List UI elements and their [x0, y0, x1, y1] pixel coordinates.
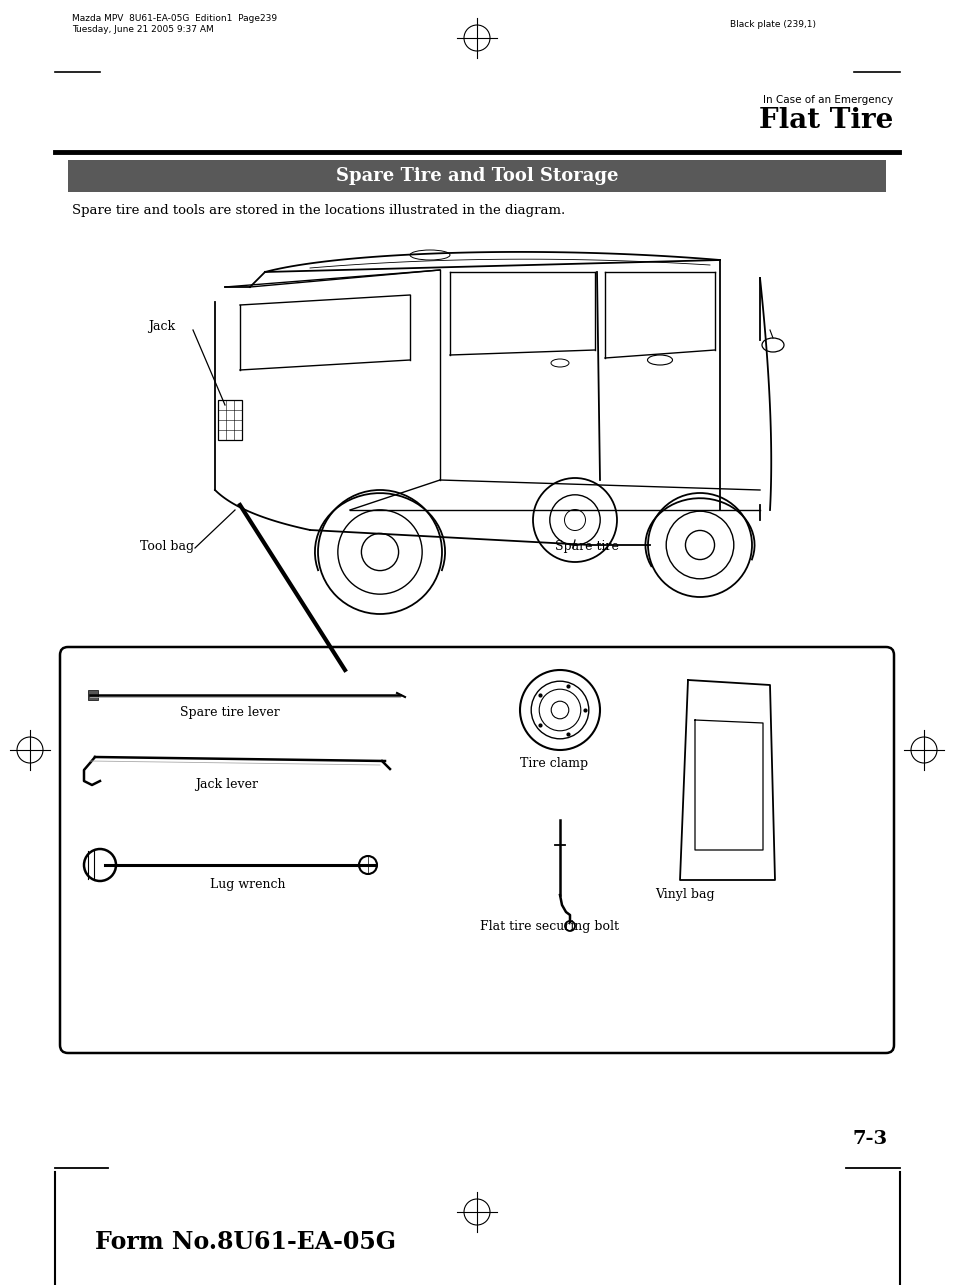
Text: Mazda MPV  8U61-EA-05G  Edition1  Page239: Mazda MPV 8U61-EA-05G Edition1 Page239: [71, 14, 276, 23]
Text: Spare tire and tools are stored in the locations illustrated in the diagram.: Spare tire and tools are stored in the l…: [71, 204, 565, 217]
Text: Black plate (239,1): Black plate (239,1): [729, 21, 815, 30]
Text: Jack: Jack: [148, 320, 175, 333]
Text: Flat tire securing bolt: Flat tire securing bolt: [479, 920, 618, 933]
FancyBboxPatch shape: [60, 648, 893, 1052]
Text: Tuesday, June 21 2005 9:37 AM: Tuesday, June 21 2005 9:37 AM: [71, 24, 213, 33]
Text: Form No.8U61-EA-05G: Form No.8U61-EA-05G: [95, 1230, 395, 1254]
Text: Tool bag: Tool bag: [140, 540, 193, 553]
Bar: [218, 400, 242, 439]
Bar: [68, 161, 885, 191]
Text: In Case of an Emergency: In Case of an Emergency: [762, 95, 892, 105]
Text: Spare tire: Spare tire: [555, 540, 618, 553]
Text: Spare Tire and Tool Storage: Spare Tire and Tool Storage: [335, 167, 618, 185]
Text: Vinyl bag: Vinyl bag: [655, 888, 714, 901]
Text: 7-3: 7-3: [852, 1130, 887, 1148]
Bar: [88, 690, 98, 700]
Text: Lug wrench: Lug wrench: [210, 878, 285, 891]
Text: Spare tire lever: Spare tire lever: [180, 705, 279, 720]
Text: Flat Tire: Flat Tire: [758, 107, 892, 134]
Text: Tire clamp: Tire clamp: [519, 757, 587, 770]
Text: Jack lever: Jack lever: [194, 777, 257, 792]
